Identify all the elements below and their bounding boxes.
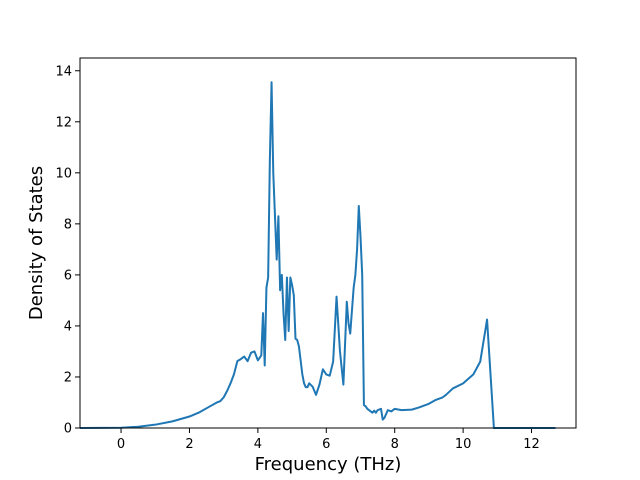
plot-area (80, 58, 576, 428)
y-tick-label: 14 (55, 64, 72, 79)
y-tick-label: 12 (55, 115, 72, 130)
x-tick-label: 4 (254, 437, 262, 452)
y-tick-label: 2 (64, 370, 72, 385)
y-tick-label: 6 (64, 268, 72, 283)
x-tick-label: 8 (391, 437, 399, 452)
y-tick-label: 0 (64, 422, 72, 437)
x-ticks: 0 2 4 6 8 10 12 (117, 428, 540, 452)
x-tick-label: 0 (117, 437, 125, 452)
y-ticks: 0 2 4 6 8 10 12 14 (55, 64, 80, 437)
y-axis-label: Density of States (26, 166, 47, 320)
y-tick-label: 4 (64, 319, 72, 334)
x-tick-label: 6 (322, 437, 330, 452)
plot-frame (79, 57, 577, 429)
x-tick-label: 10 (455, 437, 472, 452)
x-tick-label: 2 (185, 437, 193, 452)
y-tick-label: 10 (55, 166, 72, 181)
x-axis-label: Frequency (THz) (255, 454, 402, 475)
y-tick-label: 8 (64, 217, 72, 232)
x-tick-label: 12 (523, 437, 540, 452)
dos-series-line (79, 81, 556, 429)
